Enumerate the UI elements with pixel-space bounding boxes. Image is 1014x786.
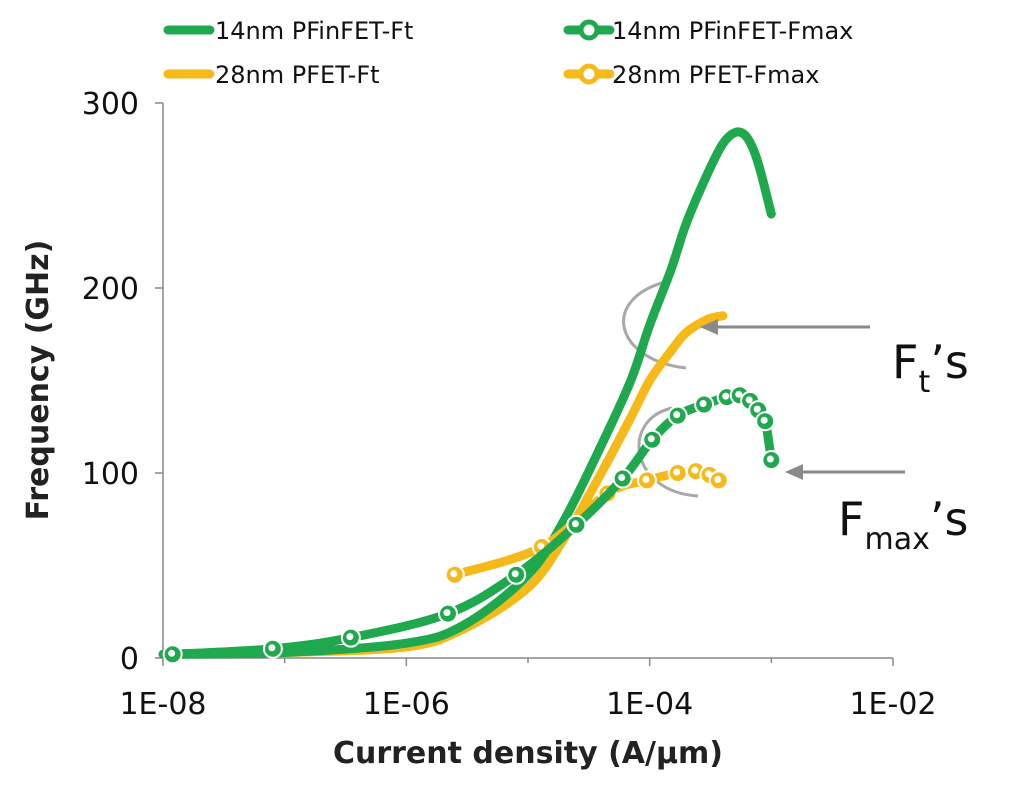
data-point-highlight — [673, 411, 681, 419]
data-point-highlight — [673, 468, 681, 476]
legend-marker-28nm-fmax — [578, 63, 600, 85]
data-point-highlight — [537, 542, 545, 550]
annotation-ft-label: Ft’s — [892, 335, 969, 400]
data-point-highlight — [443, 609, 451, 617]
tick-marks — [155, 102, 894, 666]
data-point-highlight — [642, 475, 650, 483]
y-tick-label: 200 — [82, 272, 139, 307]
legend-label-14nm-ft: 14nm PFinFET-Ft — [215, 17, 413, 45]
data-point-highlight — [268, 644, 276, 652]
series-14nm-pfinfet-fmax — [162, 385, 782, 665]
data-point-highlight — [722, 392, 730, 400]
data-point-highlight — [760, 416, 768, 424]
data-point-highlight — [647, 435, 655, 443]
arrow-ft-head — [700, 319, 718, 335]
bracket-ft — [622, 280, 687, 370]
legend-marker-14nm-fmax — [578, 19, 600, 41]
annotation-ft-main: F — [892, 335, 918, 389]
series-line-14nm-pfinfet-ft — [158, 127, 776, 659]
data-point-highlight — [618, 474, 626, 482]
data-point-highlight — [511, 570, 519, 578]
data-point-highlight — [691, 466, 699, 474]
x-tick-label: 1E-04 — [606, 687, 693, 722]
data-point-highlight — [346, 633, 354, 641]
data-point-highlight — [450, 570, 458, 578]
annotation-ft-sub: t — [918, 365, 930, 400]
data-point-highlight — [766, 455, 774, 463]
data-point-highlight — [699, 400, 707, 408]
legend-label-14nm-fmax: 14nm PFinFET-Fmax — [612, 17, 853, 45]
annotation-fmax-suffix: ’s — [930, 492, 969, 546]
data-point-highlight — [714, 475, 722, 483]
legend: 14nm PFinFET-Ft 14nm PFinFET-Fmax 28nm P… — [163, 17, 853, 89]
y-tick-label: 100 — [82, 457, 139, 492]
annotation-fmax-sub: max — [864, 522, 929, 557]
x-tick-label: 1E-02 — [849, 687, 936, 722]
annotation-fmax-main: F — [838, 492, 864, 546]
data-point-highlight — [753, 405, 761, 413]
data-point-highlight — [571, 520, 579, 528]
series-14nm-pfinfet-ft — [158, 127, 776, 659]
y-tick-label: 0 — [120, 642, 139, 677]
data-point-highlight — [168, 649, 176, 657]
x-axis-title: Current density (A/µm) — [333, 736, 723, 771]
y-tick-label: 300 — [82, 87, 139, 122]
annotation-ft: Ft’s — [700, 319, 969, 400]
x-tick-label: 1E-06 — [363, 687, 450, 722]
x-tick-label: 1E-08 — [119, 687, 206, 722]
tick-labels: 0 100 200 300 1E-08 1E-06 1E-04 1E-02 — [82, 87, 937, 722]
series-line-28nm-pfet-fmax — [450, 466, 724, 580]
y-axis-title: Frequency (GHz) — [21, 240, 56, 521]
legend-label-28nm-ft: 28nm PFET-Ft — [215, 61, 380, 89]
annotation-fmax: Fmax’s — [785, 464, 968, 557]
arrow-fmax-head — [785, 464, 803, 480]
data-point-highlight — [735, 390, 743, 398]
series-layer — [158, 127, 782, 665]
annotation-ft-suffix: ’s — [930, 335, 969, 389]
annotation-fmax-label: Fmax’s — [838, 492, 968, 557]
legend-label-28nm-fmax: 28nm PFET-Fmax — [612, 61, 819, 89]
data-point-highlight — [745, 396, 753, 404]
